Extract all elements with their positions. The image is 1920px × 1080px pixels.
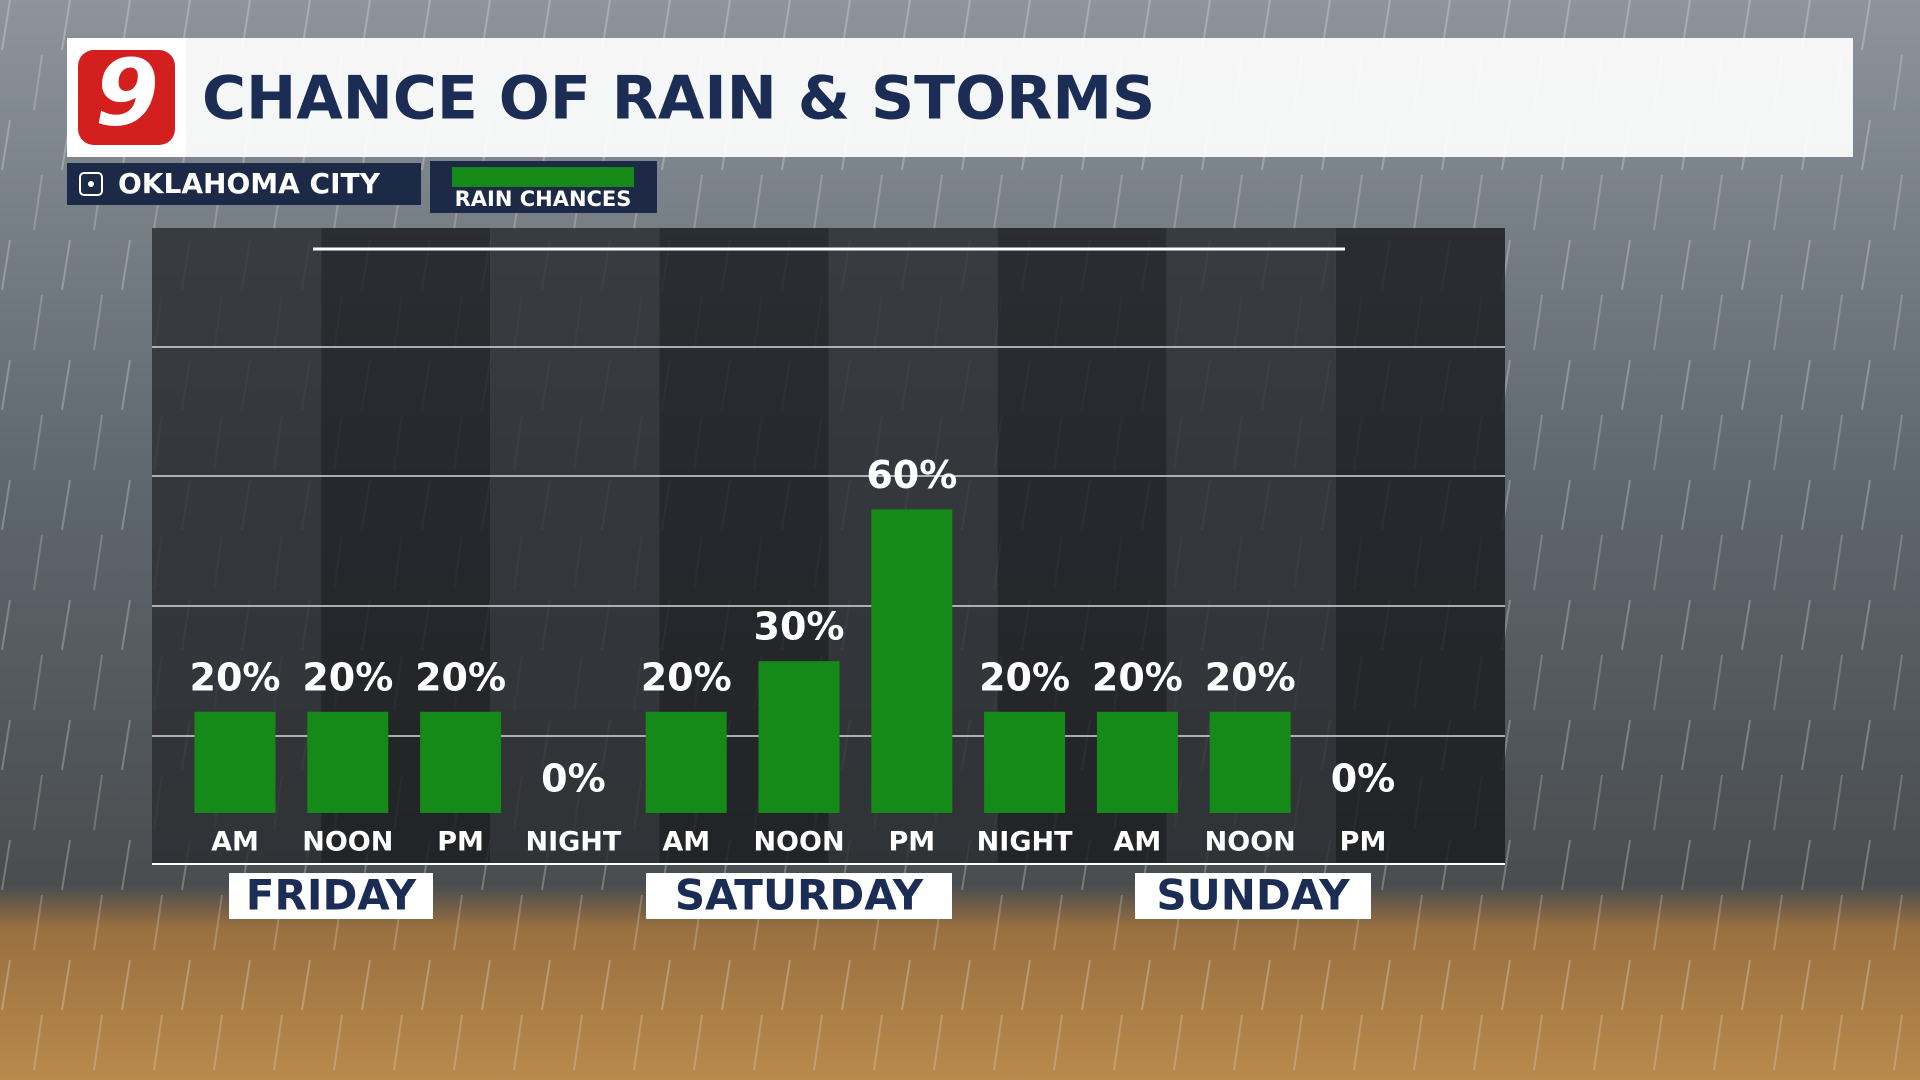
location: OKLAHOMA CITY — [118, 167, 381, 200]
x-tick-label: PM — [888, 827, 935, 858]
value-label: 20% — [1205, 655, 1296, 699]
bar — [645, 711, 727, 813]
value-label: 20% — [302, 655, 393, 699]
day-label: FRIDAY — [246, 871, 417, 920]
chart-title: CHANCE OF RAIN & STORMS — [202, 64, 1155, 134]
logo-text: 9 — [95, 39, 159, 146]
bar — [1096, 711, 1178, 813]
x-tick-label: NOON — [753, 827, 844, 858]
bar — [307, 711, 389, 813]
value-label: 20% — [1092, 655, 1183, 699]
value-label: 20% — [190, 655, 281, 699]
legend-swatch — [452, 167, 634, 187]
column-stripe — [490, 228, 660, 864]
value-label: 60% — [866, 453, 957, 497]
value-label: 20% — [641, 655, 732, 699]
location-icon — [79, 172, 103, 196]
bar — [984, 711, 1066, 813]
value-label: 20% — [979, 655, 1070, 699]
x-tick-label: NOON — [302, 827, 393, 858]
x-tick-label: PM — [437, 827, 484, 858]
legend-label: RAIN CHANCES — [455, 187, 632, 211]
x-tick-label: PM — [1340, 827, 1387, 858]
logo-badge — [78, 50, 175, 145]
column-stripe — [1335, 228, 1505, 864]
x-tick-label: AM — [211, 827, 259, 858]
day-label-box — [229, 873, 433, 919]
x-tick-label: NIGHT — [977, 827, 1073, 858]
bar — [1209, 711, 1291, 813]
value-label: 30% — [754, 605, 845, 649]
x-tick-label: AM — [662, 827, 710, 858]
bar — [194, 711, 276, 813]
value-label: 0% — [1331, 757, 1396, 801]
day-label-box — [646, 873, 952, 919]
x-tick-label: NOON — [1205, 827, 1296, 858]
value-label: 20% — [415, 655, 506, 699]
location-icon-dot — [88, 181, 94, 187]
location-box — [67, 163, 421, 205]
value-label: 0% — [541, 757, 606, 801]
bar — [871, 509, 953, 813]
day-label-box — [1135, 873, 1371, 919]
x-tick-label: NIGHT — [525, 827, 621, 858]
header-bar — [67, 38, 1853, 157]
day-label: SUNDAY — [1156, 871, 1350, 920]
bar — [420, 711, 502, 813]
x-tick-label: AM — [1114, 827, 1162, 858]
bar — [758, 661, 840, 813]
day-label: SATURDAY — [675, 871, 924, 920]
